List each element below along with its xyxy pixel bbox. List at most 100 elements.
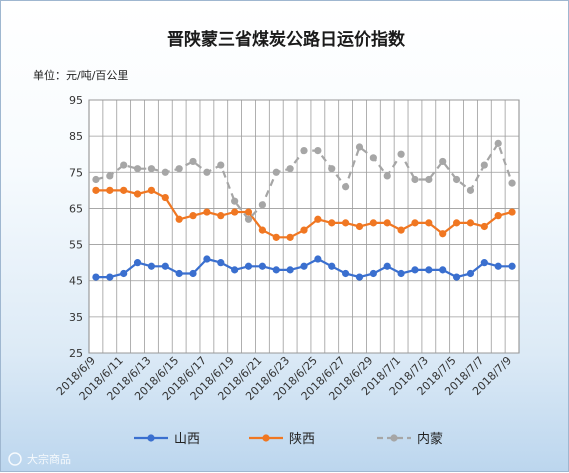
data-point [411, 219, 419, 227]
data-point [161, 193, 169, 202]
data-point [244, 215, 253, 223]
data-point [480, 161, 488, 169]
data-point [369, 219, 377, 227]
data-point [231, 208, 239, 216]
data-point [314, 255, 322, 263]
data-point [355, 273, 364, 281]
data-point [300, 226, 308, 234]
y-tick-label: 75 [69, 166, 83, 179]
legend-label: 内蒙 [417, 431, 443, 447]
data-point [439, 230, 447, 238]
data-point [328, 165, 336, 173]
data-point [258, 201, 266, 209]
data-point [120, 186, 128, 194]
data-point [258, 226, 266, 234]
plot-area: 25354555657585952018/6/92018/6/112018/6/… [54, 94, 520, 403]
data-point [300, 262, 308, 270]
data-point [480, 259, 488, 267]
data-point [175, 165, 183, 173]
data-point [217, 212, 225, 220]
data-point [92, 273, 100, 281]
data-point [328, 219, 336, 227]
data-point [328, 262, 336, 270]
data-point [494, 262, 502, 270]
y-tick-label: 95 [69, 94, 83, 107]
data-point [425, 175, 433, 184]
data-point [272, 168, 280, 176]
data-point [92, 186, 100, 194]
data-point [466, 186, 475, 194]
legend-marker [147, 434, 155, 442]
data-point [383, 219, 391, 227]
legend-label: 陕西 [289, 432, 315, 447]
legend: 山西 陕西 内蒙 [134, 431, 443, 447]
data-point [411, 266, 419, 274]
data-point [452, 175, 461, 184]
data-point [106, 273, 114, 281]
data-point [147, 165, 156, 173]
data-point [217, 259, 225, 267]
data-point [508, 208, 516, 216]
data-point [508, 179, 516, 187]
data-point [106, 186, 114, 194]
data-point [272, 233, 280, 241]
data-point [244, 262, 253, 270]
plot-background [88, 99, 520, 354]
data-point [369, 269, 377, 278]
data-point [355, 222, 364, 231]
data-point [147, 262, 156, 270]
data-point [175, 269, 183, 278]
data-point [397, 150, 405, 158]
legend-marker [390, 434, 398, 442]
y-tick-label: 25 [69, 347, 83, 360]
data-point [466, 269, 475, 278]
data-point [342, 219, 350, 227]
data-point [161, 262, 169, 270]
unit-label: 单位：元/吨/百公里 [33, 68, 128, 82]
data-point [189, 269, 197, 278]
data-point [286, 165, 294, 173]
legend-marker [262, 434, 270, 442]
data-point [439, 266, 447, 274]
data-point [272, 266, 280, 274]
y-tick-label: 85 [69, 130, 83, 143]
data-point [439, 157, 447, 166]
data-point [161, 168, 169, 176]
y-tick-label: 65 [69, 202, 83, 215]
data-point [120, 269, 128, 278]
data-point [203, 168, 211, 176]
data-point [494, 139, 502, 147]
data-point [397, 269, 405, 278]
data-point [425, 266, 433, 274]
data-point [189, 157, 197, 166]
data-point [508, 262, 516, 270]
data-point [286, 266, 294, 274]
data-point [244, 208, 253, 216]
data-point [397, 226, 405, 234]
watermark: 大宗商品 [8, 452, 71, 466]
data-point [120, 161, 128, 169]
data-point [286, 233, 294, 241]
data-point [314, 215, 322, 223]
data-point [425, 219, 433, 227]
data-point [342, 269, 350, 278]
data-point [133, 165, 142, 173]
watermark-logo-icon [8, 452, 22, 466]
watermark-text: 大宗商品 [27, 452, 71, 466]
data-point [342, 183, 350, 191]
data-point [383, 172, 391, 180]
data-point [258, 262, 266, 270]
data-point [175, 215, 183, 223]
y-tick-label: 35 [69, 311, 83, 324]
chart-title: 晋陕蒙三省煤炭公路日运价指数 [167, 29, 406, 50]
data-point [203, 255, 211, 263]
y-tick-label: 45 [69, 275, 83, 288]
data-point [314, 147, 322, 155]
data-point [217, 161, 225, 169]
data-point [452, 273, 461, 281]
data-point [189, 212, 197, 220]
y-tick-label: 55 [69, 239, 83, 252]
data-point [383, 262, 391, 270]
